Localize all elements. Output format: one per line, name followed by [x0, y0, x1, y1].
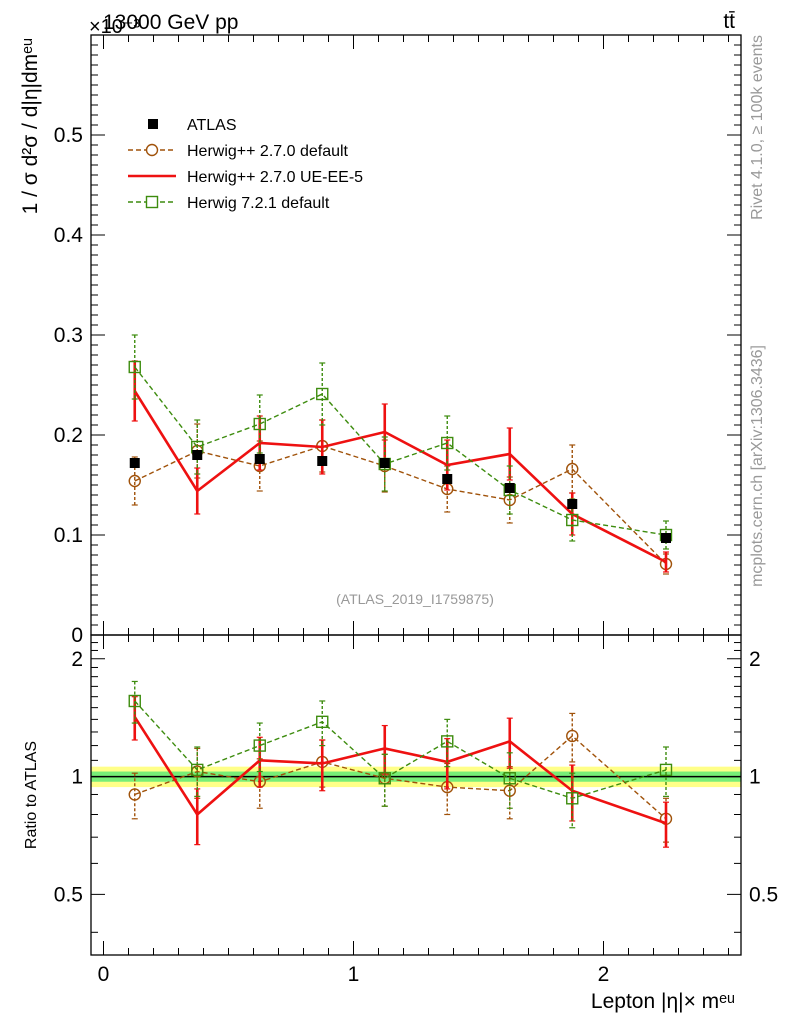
main-y-tick-label: 0.4 — [54, 224, 84, 247]
x-tick-label: 0 — [98, 963, 110, 986]
main-point-herwig_270_default — [503, 493, 516, 507]
main-point-herwig_721_default — [441, 436, 454, 450]
main-point-atlas — [504, 483, 515, 493]
legend-label-herwig_270_default: Herwig++ 2.7.0 default — [187, 143, 349, 160]
main-point-atlas — [567, 499, 578, 509]
main-y-tick-label: 0 — [71, 624, 83, 647]
process-label: tt̄ — [723, 10, 735, 33]
ratio-point-herwig_721_default — [128, 694, 141, 708]
main-line-herwig_270_default — [134, 445, 667, 565]
ratio-point-herwig_721_default — [191, 763, 204, 777]
main-point-herwig_270_default — [566, 462, 579, 476]
ratio-y-axis-label: Ratio to ATLAS — [23, 741, 40, 849]
main-line-herwig_270_ueee5 — [133, 390, 667, 564]
main-line-herwig_721_default — [134, 366, 667, 536]
ratio-point-herwig_721_default — [378, 772, 391, 785]
main-data-group — [128, 334, 673, 575]
ratio-line-herwig_270_default — [134, 735, 667, 820]
main-y-axis-label: 1 / σ d²σ / d|η|dmᵉᵘ — [19, 38, 42, 214]
analysis-watermark: (ATLAS_2019_I1759875) — [336, 591, 494, 607]
legend-marker-atlas — [148, 119, 158, 129]
ratio-y-tick-label-right: 1 — [749, 766, 761, 789]
y-exponent-label: ×10⁻³ — [89, 16, 140, 38]
ratio-point-herwig_270_default — [566, 729, 579, 743]
main-point-herwig_721_default — [566, 513, 579, 527]
main-point-atlas — [442, 474, 453, 484]
ratio-point-herwig_721_default — [441, 735, 454, 748]
main-point-herwig_721_default — [316, 387, 329, 401]
legend-label-atlas: ATLAS — [187, 117, 237, 134]
main-y-tick-label: 0.5 — [54, 124, 83, 147]
tick-labels-group: 00.10.20.30.40.50.5 0.51 12 20 1 2 — [54, 124, 778, 986]
ratio-line-herwig_721_default — [134, 700, 667, 800]
legend-label-herwig_270_ueee5: Herwig++ 2.7.0 UE-EE-5 — [187, 169, 363, 186]
main-y-tick-label: 0.3 — [54, 324, 83, 347]
ratio-y-tick-label-right: 0.5 — [749, 883, 778, 906]
ratio-point-herwig_721_default — [566, 792, 579, 805]
mcplots-label: mcplots.cern.ch [arXiv:1306.3436] — [749, 345, 766, 587]
ratio-y-tick-label: 0.5 — [54, 883, 83, 906]
ratio-y-tick-label-right: 2 — [749, 648, 761, 671]
main-point-atlas — [129, 458, 140, 468]
main-y-tick-label: 0.2 — [54, 424, 83, 447]
ratio-y-tick-label: 1 — [71, 766, 83, 789]
legend: ATLAS Herwig++ 2.7.0 default Herwig++ 2.7.… — [128, 117, 363, 212]
x-tick-label: 2 — [598, 963, 610, 986]
rivet-version-label: Rivet 4.1.0, ≥ 100k events — [749, 35, 766, 220]
main-point-atlas — [254, 454, 265, 464]
ratio-frame — [90, 634, 742, 956]
legend-marker-herwig_270_default — [145, 143, 159, 157]
main-point-herwig_270_default — [128, 474, 141, 488]
energy-label: 13000 GeV pp — [103, 11, 238, 34]
main-point-atlas — [192, 450, 203, 460]
ratio-point-herwig_270_default — [128, 788, 141, 801]
main-point-herwig_721_default — [253, 417, 266, 431]
ratio-point-herwig_721_default — [503, 772, 516, 785]
x-axis-label: Lepton |η|× mᵉᵘ — [591, 990, 735, 1013]
legend-label-herwig_721_default: Herwig 7.2.1 default — [187, 195, 330, 212]
main-y-tick-label: 0.1 — [54, 524, 83, 547]
ratio-point-herwig_721_default — [659, 763, 673, 777]
main-point-atlas — [661, 533, 671, 543]
main-point-atlas — [317, 456, 328, 466]
ratio-data-group — [128, 680, 673, 848]
main-point-herwig_721_default — [128, 360, 141, 374]
ratio-y-tick-label: 2 — [71, 648, 83, 671]
ratio-point-herwig_721_default — [253, 739, 266, 752]
legend-marker-herwig_721_default — [145, 195, 159, 209]
x-tick-label: 1 — [348, 963, 360, 986]
ratio-point-herwig_721_default — [316, 715, 329, 729]
main-point-atlas — [379, 458, 390, 468]
ticks-group — [91, 35, 741, 955]
